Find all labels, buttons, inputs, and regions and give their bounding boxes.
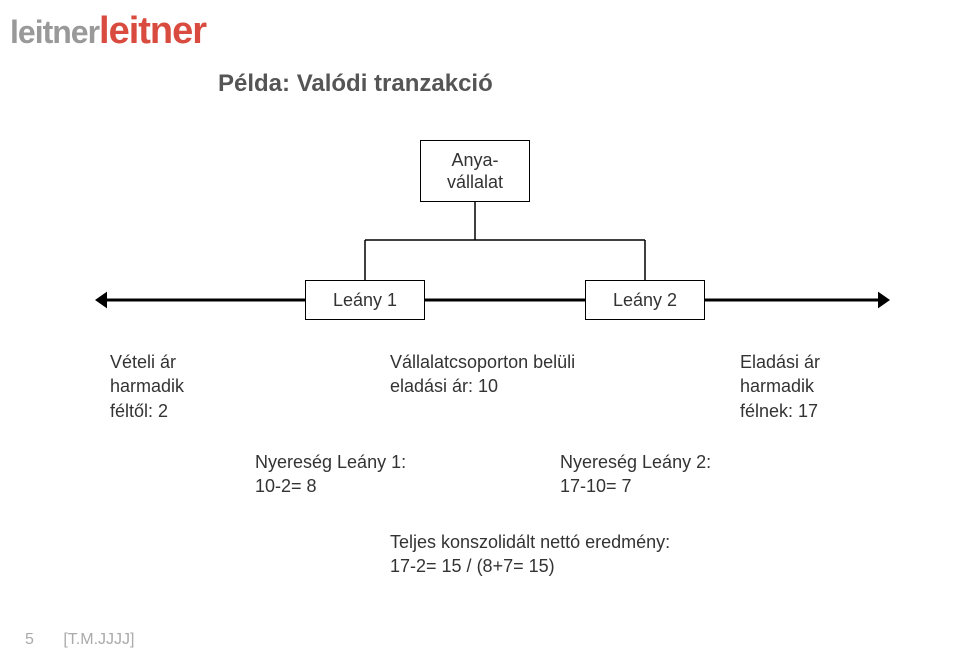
node-parent-line2: vállalat <box>447 172 503 192</box>
footer: 5 [T.M.JJJJ] <box>25 631 134 649</box>
text-total-result: Teljes konszolidált nettó eredmény: 17-2… <box>390 530 670 579</box>
text-intercompany-price: Vállalatcsoporton belüli eladási ár: 10 <box>390 350 575 399</box>
footer-timestamp: [T.M.JJJJ] <box>63 631 134 648</box>
page-title: Példa: Valódi tranzakció <box>218 70 493 98</box>
node-child2-label: Leány 2 <box>613 289 677 312</box>
node-parent-line1: Anya- <box>451 150 498 170</box>
text-buy-price: Vételi ár harmadik féltől: 2 <box>110 350 184 423</box>
logo-red-text: leitner <box>99 10 206 53</box>
text-profit-1: Nyereség Leány 1: 10-2= 8 <box>255 450 406 499</box>
node-parent: Anya- vállalat <box>420 140 530 202</box>
text-sell-price: Eladási ár harmadik félnek: 17 <box>740 350 820 423</box>
logo-gray-text: leitner <box>10 14 99 51</box>
node-child1: Leány 1 <box>305 280 425 320</box>
logo: leitnerleitner <box>10 10 206 53</box>
node-child2: Leány 2 <box>585 280 705 320</box>
node-child1-label: Leány 1 <box>333 289 397 312</box>
text-profit-2: Nyereség Leány 2: 17-10= 7 <box>560 450 711 499</box>
footer-page-number: 5 <box>25 631 34 648</box>
